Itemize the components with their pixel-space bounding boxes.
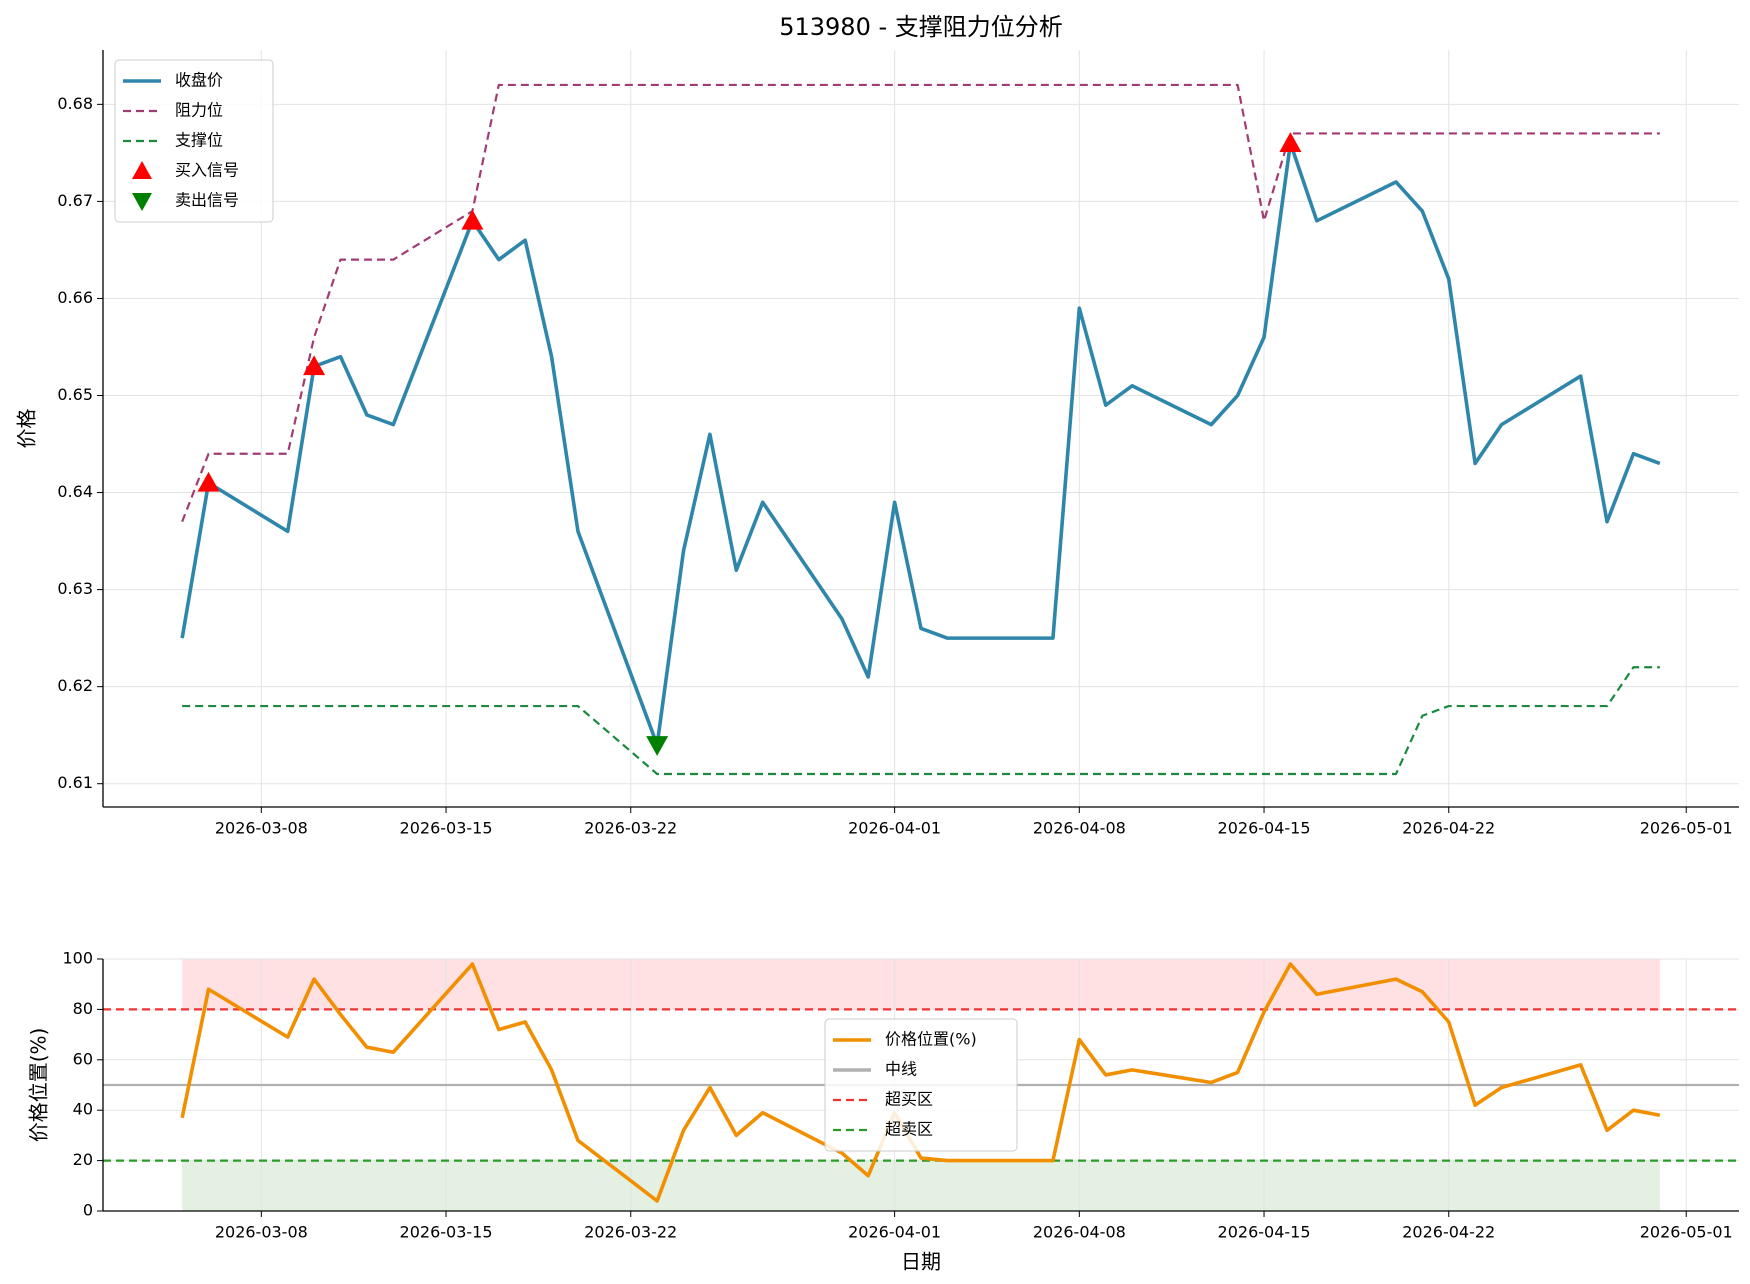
x-tick-label: 2026-03-08 bbox=[215, 1223, 308, 1242]
legend-label: 超买区 bbox=[885, 1090, 933, 1109]
y-tick-label: 60 bbox=[73, 1049, 93, 1068]
legend-label: 买入信号 bbox=[175, 161, 239, 180]
legend-marker bbox=[132, 161, 152, 179]
series-line bbox=[181, 83, 1660, 523]
x-tick-label: 2026-04-22 bbox=[1402, 819, 1495, 838]
x-tick-label: 2026-04-08 bbox=[1033, 1223, 1126, 1242]
x-tick-label: 2026-03-08 bbox=[215, 819, 308, 838]
x-tick-label: 2026-03-15 bbox=[400, 819, 493, 838]
legend-label: 阻力位 bbox=[175, 101, 223, 120]
legend-label: 收盘价 bbox=[175, 71, 223, 90]
y-tick-label: 0.62 bbox=[57, 676, 93, 695]
legend-marker bbox=[132, 193, 152, 211]
y-tick-label: 80 bbox=[73, 999, 93, 1018]
x-axis-label: 日期 bbox=[901, 1250, 941, 1274]
x-tick-label: 2026-05-01 bbox=[1640, 1223, 1733, 1242]
series-line bbox=[182, 666, 1660, 776]
y-tick-label: 0.68 bbox=[57, 94, 93, 113]
y-tick-label: 0.64 bbox=[57, 482, 93, 501]
chart-title: 513980 - 支撑阻力位分析 bbox=[779, 13, 1063, 41]
x-tick-label: 2026-04-15 bbox=[1218, 819, 1311, 838]
legend-label: 支撑位 bbox=[175, 131, 223, 150]
band bbox=[182, 1160, 1660, 1211]
y-tick-label: 0 bbox=[83, 1201, 93, 1220]
legend-label: 价格位置(%) bbox=[885, 1030, 977, 1049]
x-tick-label: 2026-03-22 bbox=[584, 819, 677, 838]
x-tick-label: 2026-04-01 bbox=[848, 1223, 941, 1242]
legend-label: 超卖区 bbox=[885, 1120, 933, 1139]
legend-box bbox=[824, 1018, 1018, 1152]
legend-label: 卖出信号 bbox=[175, 191, 239, 210]
y-axis-label: 价格 bbox=[15, 409, 39, 449]
y-axis-label: 价格位置(%) bbox=[27, 1028, 51, 1143]
y-tick-label: 20 bbox=[73, 1150, 93, 1169]
x-tick-label: 2026-04-08 bbox=[1033, 819, 1126, 838]
legend-label: 中线 bbox=[885, 1060, 917, 1079]
legend-box bbox=[114, 59, 274, 223]
y-tick-label: 0.65 bbox=[57, 385, 93, 404]
x-tick-label: 2026-05-01 bbox=[1640, 819, 1733, 838]
x-tick-label: 2026-04-22 bbox=[1402, 1223, 1495, 1242]
signal-marker bbox=[646, 736, 669, 756]
signal-marker bbox=[461, 209, 484, 230]
y-tick-label: 0.61 bbox=[57, 773, 93, 792]
series-line bbox=[180, 141, 1661, 747]
x-tick-label: 2026-03-22 bbox=[584, 1223, 677, 1242]
x-tick-label: 2026-04-15 bbox=[1218, 1223, 1311, 1242]
y-tick-label: 40 bbox=[73, 1100, 93, 1119]
y-tick-label: 0.63 bbox=[57, 579, 93, 598]
y-tick-label: 0.66 bbox=[57, 288, 93, 307]
y-tick-label: 100 bbox=[62, 949, 93, 968]
signal-marker bbox=[303, 355, 326, 376]
x-tick-label: 2026-04-01 bbox=[848, 819, 941, 838]
signal-marker bbox=[1279, 132, 1302, 152]
band bbox=[182, 959, 1660, 1010]
y-tick-label: 0.67 bbox=[57, 191, 93, 210]
x-tick-label: 2026-03-15 bbox=[400, 1223, 493, 1242]
signal-marker bbox=[197, 471, 220, 492]
